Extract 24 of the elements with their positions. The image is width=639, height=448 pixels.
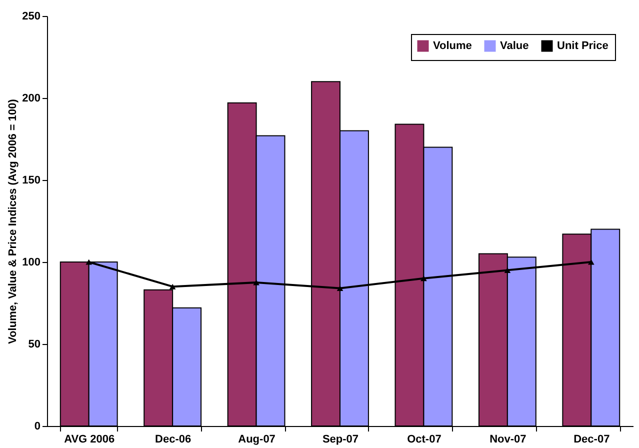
y-tick-label: 0 <box>34 420 40 432</box>
legend-label: Value <box>500 40 529 52</box>
legend-label: Unit Price <box>557 40 608 52</box>
x-tick-label: Sep-07 <box>322 434 359 446</box>
point <box>504 267 511 273</box>
point <box>588 259 594 265</box>
point <box>86 259 92 265</box>
x-tick-label: Nov-07 <box>490 434 526 446</box>
legend-label: Volume <box>433 40 472 52</box>
x-tick-label: Oct-07 <box>407 434 442 446</box>
x-tick-label: AVG 2006 <box>64 434 115 446</box>
y-axis-title: Volume, Value & Price Indices (Avg 2006 = 100) <box>7 98 20 344</box>
point <box>169 284 176 290</box>
y-tick-label: 250 <box>22 10 40 22</box>
y-tick-label: 150 <box>22 174 40 186</box>
x-tick-label: Dec-06 <box>155 434 192 446</box>
x-tick-label: Aug-07 <box>238 434 276 446</box>
x-tick-label: Dec-07 <box>574 434 610 446</box>
y-tick-label: 200 <box>22 92 40 104</box>
y-tick-label: 100 <box>22 256 40 268</box>
point <box>420 276 427 282</box>
point <box>336 286 344 291</box>
point <box>253 280 260 286</box>
y-tick-label: 50 <box>28 338 40 350</box>
